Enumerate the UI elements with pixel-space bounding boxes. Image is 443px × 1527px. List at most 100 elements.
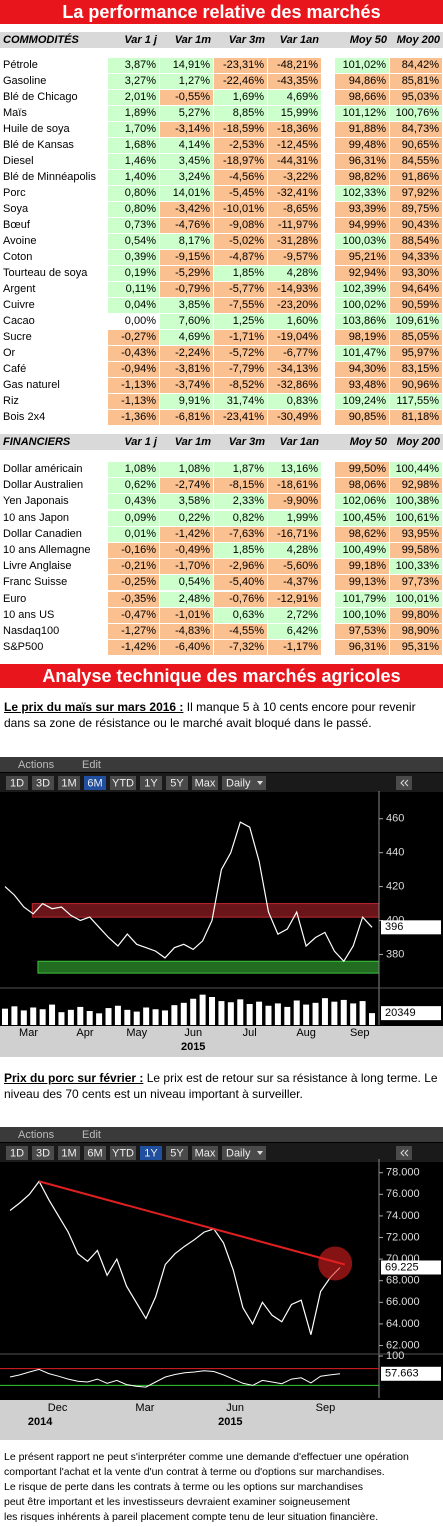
volume-bar [199, 994, 206, 1025]
table-cell: -5,77% [214, 282, 267, 297]
volume-bar [284, 1006, 291, 1025]
row-label: Blé de Kansas [0, 138, 107, 153]
table-cell: 0,09% [108, 510, 159, 526]
y-tick-label: 74.000 [386, 1210, 420, 1222]
period-button[interactable] [84, 776, 106, 790]
header-row-bg [0, 434, 443, 450]
table-cell: 89,75% [390, 202, 442, 217]
table-cell: -0,49% [160, 543, 213, 558]
table-cell: -2,96% [214, 559, 267, 575]
volume-bar [274, 1003, 281, 1025]
table-cell: 98,82% [335, 170, 389, 185]
period-button[interactable] [110, 776, 136, 790]
period-button[interactable] [6, 776, 28, 790]
frequency-button[interactable] [222, 776, 266, 790]
table-cell: 101,12% [335, 106, 389, 121]
table-cell: 90,96% [390, 378, 442, 393]
period-button[interactable] [166, 776, 188, 790]
period-label[interactable]: 6M [87, 777, 102, 789]
menu-item[interactable]: Actions [18, 759, 55, 771]
period-label[interactable]: 1D [10, 1147, 24, 1159]
period-label[interactable]: 6M [87, 1147, 102, 1159]
period-button[interactable] [58, 1146, 80, 1160]
table-cell: 3,27% [108, 74, 159, 89]
row-label: Pétrole [0, 58, 107, 73]
last-price-box [381, 1260, 441, 1275]
zone-band [37, 960, 380, 974]
row-label: Avoine [0, 234, 107, 249]
period-label[interactable]: Max [195, 1147, 216, 1159]
table-cell: -8,65% [268, 202, 321, 217]
table-cell: -30,49% [268, 410, 321, 425]
period-label[interactable]: 1M [61, 777, 76, 789]
column-header: Var 1an [279, 436, 319, 448]
dropdown-arrow [257, 781, 263, 785]
period-button[interactable] [192, 776, 218, 790]
y-tick-label: 440 [386, 847, 404, 859]
table-cell: 0,83% [268, 394, 321, 409]
table-cell: 84,73% [390, 122, 442, 137]
period-label[interactable]: Max [195, 777, 216, 789]
year-label: 2015 [218, 1416, 242, 1428]
volume-bar [39, 1009, 46, 1025]
collapse-button[interactable] [396, 1146, 412, 1160]
x-tick-label: Apr [76, 1027, 93, 1039]
row-label: Gasoline [0, 74, 107, 89]
table-cell: 100,33% [390, 559, 442, 575]
period-label[interactable]: 1Y [144, 1147, 158, 1159]
table-cell: 90,43% [390, 218, 442, 233]
menu-item[interactable]: Edit [82, 759, 101, 771]
period-label[interactable]: 1Y [144, 777, 158, 789]
row-label: Porc [0, 186, 107, 201]
period-button[interactable] [192, 1146, 218, 1160]
row-label: 10 ans US [0, 607, 107, 623]
column-header: FINANCIERS [3, 436, 71, 448]
table-cell: -9,57% [268, 250, 321, 265]
year-label: 2015 [181, 1041, 205, 1053]
period-label[interactable]: 3D [36, 777, 50, 789]
table-cell: 31,74% [214, 394, 267, 409]
menu-item[interactable]: Actions [18, 1129, 55, 1141]
menu-item[interactable]: Edit [82, 1129, 101, 1141]
period-label[interactable]: 1M [61, 1147, 76, 1159]
period-label[interactable]: YTD [112, 1147, 134, 1159]
volume-bar [237, 999, 244, 1025]
period-button[interactable] [32, 776, 54, 790]
period-button[interactable] [140, 776, 162, 790]
period-button[interactable] [32, 1146, 54, 1160]
table-cell: 81,18% [390, 410, 442, 425]
frequency-button[interactable] [222, 1146, 266, 1160]
period-label[interactable]: 1D [10, 777, 24, 789]
period-button[interactable] [140, 1146, 162, 1160]
column-header: Moy 50 [349, 436, 387, 448]
volume-bar [190, 998, 197, 1025]
period-button[interactable] [58, 776, 80, 790]
collapse-button[interactable] [396, 776, 412, 790]
row-label: Soya [0, 202, 107, 217]
period-label[interactable]: 5Y [170, 777, 184, 789]
period-label[interactable]: 3D [36, 1147, 50, 1159]
table-cell: 101,79% [335, 591, 389, 607]
period-button[interactable] [6, 1146, 28, 1160]
period-button[interactable] [166, 1146, 188, 1160]
table-cell: -3,74% [160, 378, 213, 393]
last-value-box [381, 1366, 441, 1381]
period-label[interactable]: 5Y [170, 1147, 184, 1159]
disclaimer-line: Le présent rapport ne peut s'interpréter… [4, 1451, 409, 1463]
x-tick-label: Sep [350, 1027, 370, 1039]
table-cell: 99,58% [390, 543, 442, 558]
y-tick-label: 460 [386, 813, 404, 825]
table-cell: 95,97% [390, 346, 442, 361]
frequency-label[interactable]: Daily [226, 777, 251, 789]
last-price-label: 396 [385, 921, 403, 933]
table-cell: -1,42% [108, 640, 159, 656]
period-label[interactable]: YTD [112, 777, 134, 789]
volume-bar [256, 1001, 263, 1025]
table-cell: 101,02% [335, 58, 389, 73]
table-cell: -1,71% [214, 330, 267, 345]
frequency-label[interactable]: Daily [226, 1147, 251, 1159]
period-button[interactable] [84, 1146, 106, 1160]
table-cell: 90,85% [335, 410, 389, 425]
period-button[interactable] [110, 1146, 136, 1160]
